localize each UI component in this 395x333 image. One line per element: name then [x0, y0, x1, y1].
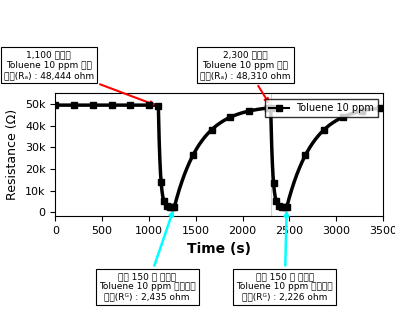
Text: 2,300 초에서
Toluene 10 ppm 주입
저항(Rₐ) : 48,310 ohm: 2,300 초에서 Toluene 10 ppm 주입 저항(Rₐ) : 48,…	[200, 50, 291, 102]
Text: 주입 150 초 경과후
Toluene 10 ppm 주입종료
저항(Rᴳ) : 2,435 ohm: 주입 150 초 경과후 Toluene 10 ppm 주입종료 저항(Rᴳ) …	[99, 213, 196, 302]
Y-axis label: Resistance (Ω): Resistance (Ω)	[6, 109, 19, 200]
Text: 주입 150 초 경과후
Toluene 10 ppm 주입종료
저항(Rᴳ) : 2,226 ohm: 주입 150 초 경과후 Toluene 10 ppm 주입종료 저항(Rᴳ) …	[237, 213, 333, 302]
Text: 1,100 초에서
Toluene 10 ppm 주입
저항(Rₐ) : 48,444 ohm: 1,100 초에서 Toluene 10 ppm 주입 저항(Rₐ) : 48,…	[4, 50, 154, 105]
X-axis label: Time (s): Time (s)	[187, 242, 251, 256]
Legend: Toluene 10 ppm: Toluene 10 ppm	[265, 99, 378, 117]
